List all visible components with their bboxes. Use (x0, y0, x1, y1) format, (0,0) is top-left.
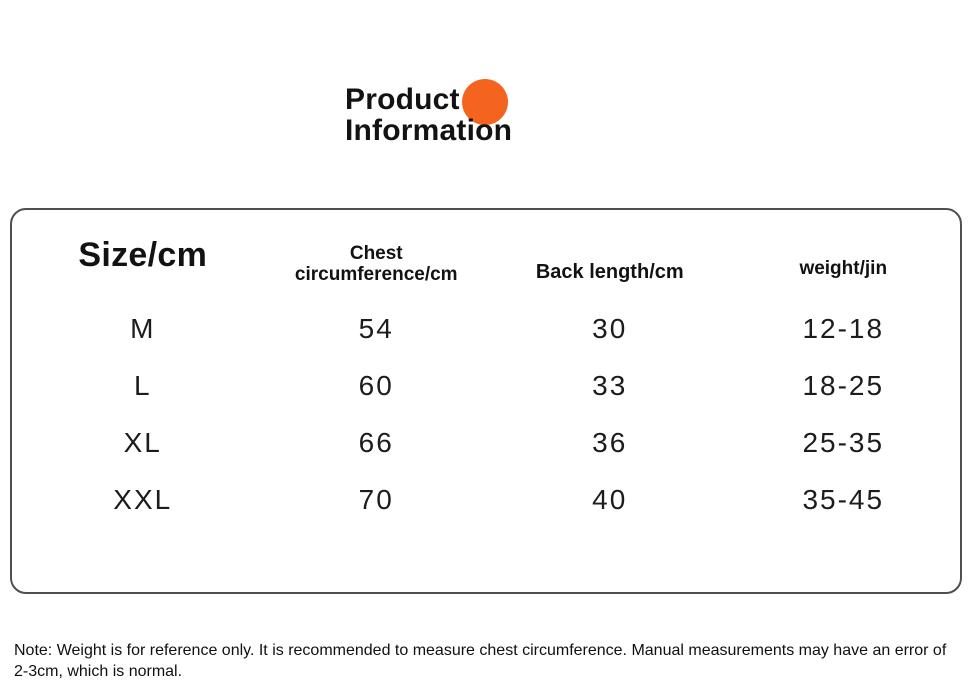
cell-chest: 54 (358, 312, 394, 344)
cell-weight: 18-25 (802, 369, 885, 401)
cell-size: XXL (113, 483, 173, 515)
cell-weight: 25-35 (802, 426, 885, 458)
cell-chest: 60 (358, 369, 394, 401)
table-row: L 60 33 18-25 (12, 357, 960, 414)
header-weight: weight/jin (799, 258, 888, 279)
header-chest-line-1: Chest (349, 243, 403, 264)
size-chart-table: Size/cm Chest circumference/cm Back leng… (10, 208, 962, 594)
note-text: Note: Weight is for reference only. It i… (14, 642, 947, 680)
cell-back-length: 33 (592, 369, 628, 401)
cell-size: L (133, 369, 152, 401)
cell-size: M (130, 312, 156, 344)
table-row: XL 66 36 25-35 (12, 414, 960, 471)
cell-chest: 70 (358, 483, 394, 515)
page-title: Product Information (345, 79, 513, 147)
cell-chest: 66 (358, 426, 394, 458)
cell-weight: 35-45 (802, 483, 885, 515)
header-chest-line-2: circumference/cm (294, 264, 458, 285)
table-header-row: Size/cm Chest circumference/cm Back leng… (12, 210, 960, 300)
table-row: M 54 30 12-18 (12, 300, 960, 357)
cell-back-length: 30 (592, 312, 628, 344)
cell-size: XL (123, 426, 162, 458)
accent-dot (462, 79, 508, 125)
header-size: Size/cm (78, 235, 208, 274)
cell-weight: 12-18 (802, 312, 885, 344)
table-row: XXL 70 40 35-45 (12, 471, 960, 528)
cell-back-length: 36 (592, 426, 628, 458)
title-line-2: Information (345, 114, 513, 147)
header-chest-circumference: Chest circumference/cm (260, 243, 494, 285)
cell-back-length: 40 (592, 483, 628, 515)
header-back-length: Back length/cm (535, 260, 684, 283)
title-line-1: Product (345, 83, 460, 116)
